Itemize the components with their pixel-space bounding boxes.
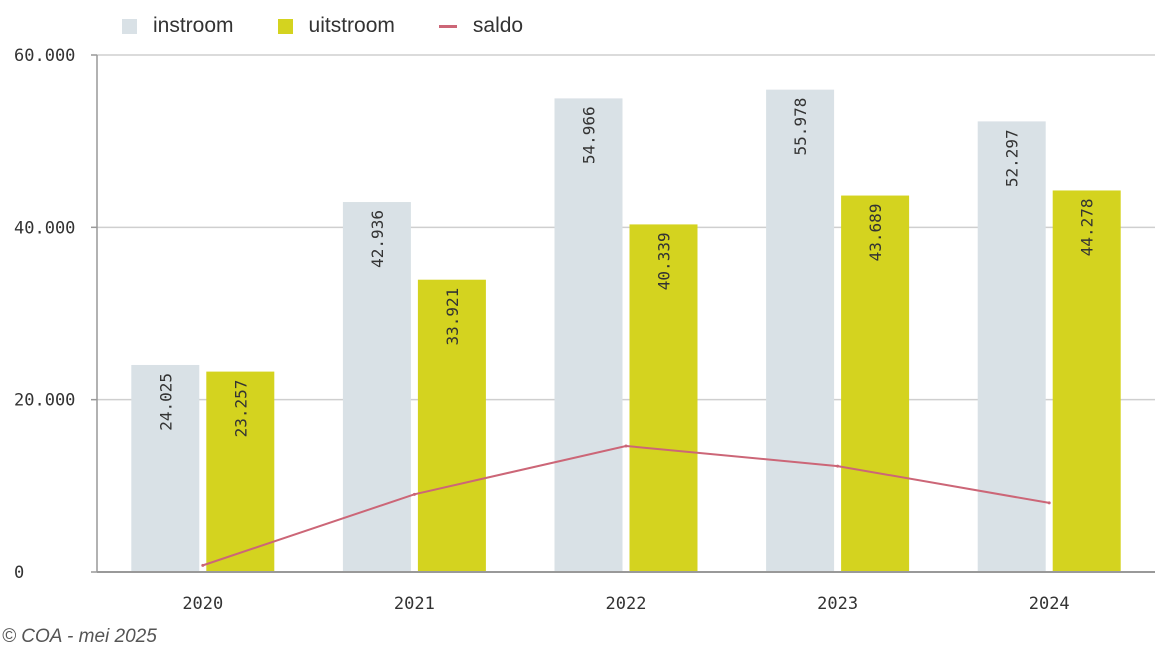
bar-uitstroom-2020[interactable] bbox=[206, 371, 275, 572]
x-tick-label: 2023 bbox=[817, 594, 858, 614]
data-label-instroom-2024: 52.297 bbox=[1003, 129, 1022, 187]
y-tick-label: 40.000 bbox=[14, 218, 75, 238]
data-label-uitstroom-2023: 43.689 bbox=[866, 204, 885, 262]
data-label-uitstroom-2024: 44.278 bbox=[1078, 198, 1097, 256]
axes: 0 20.000 40.000 60.000 2020 2021 2022 2023 2024 bbox=[14, 46, 1155, 614]
saldo-point-2024[interactable] bbox=[1047, 501, 1051, 505]
y-tick-label: 60.000 bbox=[14, 46, 75, 66]
x-tick-label: 2024 bbox=[1029, 594, 1070, 614]
data-label-uitstroom-2020: 23.257 bbox=[231, 380, 250, 438]
legend-label-saldo: saldo bbox=[472, 14, 524, 37]
data-label-uitstroom-2022: 40.339 bbox=[655, 232, 674, 290]
x-tick-label: 2021 bbox=[394, 594, 435, 614]
saldo-point-2023[interactable] bbox=[836, 464, 840, 468]
bar-uitstroom-2022[interactable] bbox=[629, 224, 698, 572]
saldo-point-2020[interactable] bbox=[201, 563, 205, 567]
bar-instroom-2021[interactable] bbox=[342, 202, 411, 573]
legend-swatch-instroom bbox=[122, 18, 137, 34]
saldo-point-2022[interactable] bbox=[624, 444, 628, 448]
y-tick-label: 20.000 bbox=[14, 391, 75, 411]
legend-item-saldo[interactable]: saldo bbox=[438, 14, 524, 38]
data-label-instroom-2021: 42.936 bbox=[368, 210, 387, 268]
bar-uitstroom-2023[interactable] bbox=[841, 195, 910, 572]
copyright-credit: © COA - mei 2025 bbox=[2, 626, 157, 647]
x-tick-label: 2020 bbox=[182, 594, 223, 614]
saldo-point-2021[interactable] bbox=[412, 492, 416, 496]
bar-uitstroom-2024[interactable] bbox=[1052, 190, 1121, 572]
legend-item-instroom[interactable]: instroom bbox=[122, 14, 234, 38]
data-label-uitstroom-2021: 33.921 bbox=[443, 288, 462, 346]
legend-swatch-saldo bbox=[438, 24, 457, 28]
legend-label-uitstroom: uitstroom bbox=[308, 14, 395, 37]
bar-instroom-2023[interactable] bbox=[766, 89, 835, 572]
bar-instroom-2022[interactable] bbox=[554, 98, 623, 573]
data-label-instroom-2022: 54.966 bbox=[580, 106, 599, 164]
data-label-instroom-2023: 55.978 bbox=[791, 98, 810, 156]
y-tick-label: 0 bbox=[14, 563, 24, 583]
chart: 24.025 23.257 42.936 33.921 54.966 40.339 55.9… bbox=[14, 46, 1155, 614]
bar-instroom-2020[interactable] bbox=[131, 364, 200, 572]
legend-swatch-uitstroom bbox=[277, 18, 293, 34]
bar-uitstroom-2021[interactable] bbox=[417, 279, 486, 572]
legend-item-uitstroom[interactable]: uitstroom bbox=[277, 14, 395, 38]
x-tick-label: 2022 bbox=[606, 594, 647, 614]
legend-label-instroom: instroom bbox=[153, 14, 234, 37]
saldo-line-group bbox=[201, 444, 1051, 567]
bars: 24.025 23.257 42.936 33.921 54.966 40.339 55.9… bbox=[131, 89, 1121, 573]
bar-instroom-2024[interactable] bbox=[977, 121, 1046, 573]
legend: instroom uitstroom saldo bbox=[122, 14, 567, 38]
data-label-instroom-2020: 24.025 bbox=[156, 373, 175, 431]
saldo-line[interactable] bbox=[202, 444, 1050, 567]
